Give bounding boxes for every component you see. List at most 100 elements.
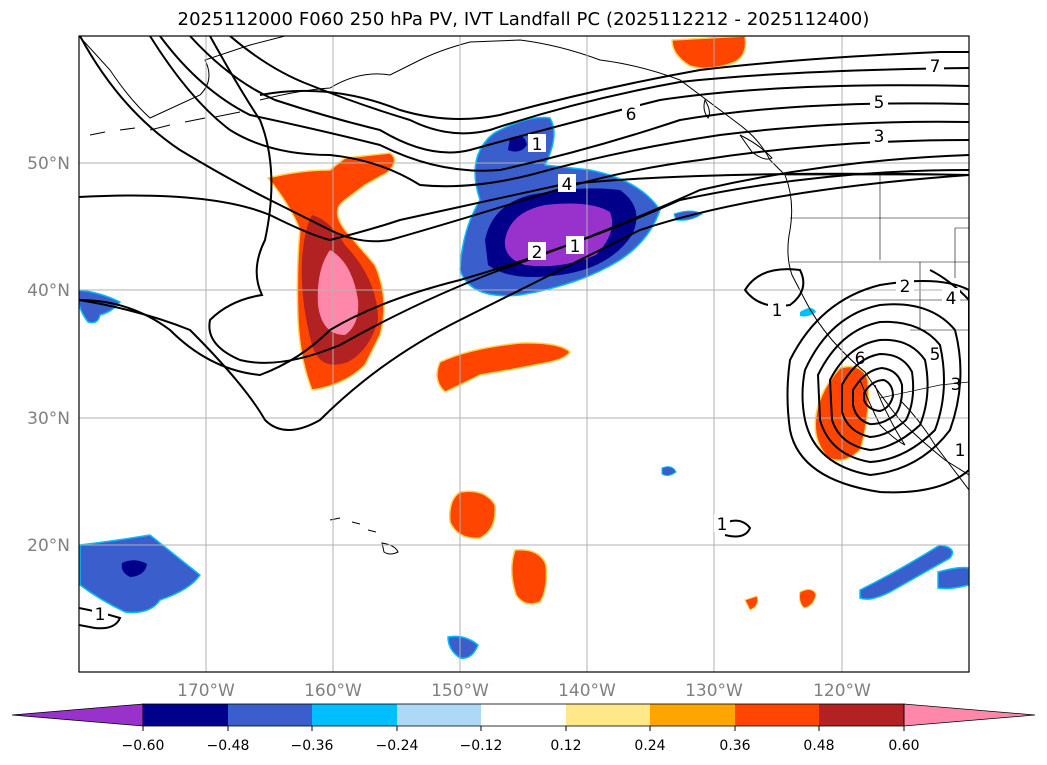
- alaska-peninsula: [259, 39, 786, 176]
- alaska-coast: [79, 36, 286, 119]
- colorbar-tick: 0.12: [550, 738, 581, 754]
- colorbar-tick: 0.24: [634, 738, 665, 754]
- colorbar-tick: 0.60: [888, 738, 919, 754]
- lon-label: 170°W: [177, 681, 235, 701]
- contour-line: [841, 352, 915, 439]
- lat-label: 30°N: [27, 409, 70, 429]
- colorbar-segment: [397, 704, 481, 726]
- lat-label: 40°N: [27, 281, 70, 301]
- lat-label: 50°N: [27, 154, 70, 174]
- contour-line: [929, 269, 969, 301]
- pv-shading: [79, 36, 969, 659]
- contour-line: [208, 36, 969, 364]
- positive-pv-region: [436, 342, 571, 393]
- us-state-lines: [790, 175, 969, 331]
- contour-line: [828, 338, 929, 452]
- contour-label: 4: [562, 175, 573, 195]
- ivt-contours: [79, 36, 969, 630]
- positive-pv-max: [317, 250, 359, 335]
- negative-pv-region: [508, 136, 527, 152]
- negative-pv-region: [79, 289, 122, 324]
- positive-pv-region: [799, 588, 817, 609]
- contour-label: 1: [570, 237, 581, 257]
- map-title: 2025112000 F060 250 hPa PV, IVT Landfall…: [177, 9, 870, 30]
- colorbar-tick: −0.48: [207, 738, 250, 754]
- colorbar-tick: 0.36: [719, 738, 750, 754]
- negative-pv-core: [121, 560, 147, 577]
- negative-pv-region: [661, 466, 677, 477]
- contour-line: [786, 280, 969, 494]
- contour-line: [259, 51, 969, 120]
- latitude-labels: 50°N 40°N 30°N 20°N: [27, 154, 70, 556]
- contour-line: [801, 303, 962, 477]
- contour-line: [149, 36, 969, 188]
- colorbar-segment: [312, 704, 397, 726]
- lat-label: 20°N: [27, 536, 70, 556]
- contour-line: [79, 174, 969, 431]
- lon-label: 160°W: [304, 681, 362, 701]
- contour-label: 7: [930, 57, 941, 77]
- negative-pv-region: [447, 635, 479, 659]
- contour-label: 2: [532, 243, 543, 263]
- lon-label: 140°W: [558, 681, 616, 701]
- coastlines: [79, 36, 969, 555]
- colorbar-segment: [735, 704, 819, 726]
- negative-pv-region: [859, 544, 954, 600]
- contour-line: [852, 366, 904, 426]
- contour-label: 1: [772, 301, 783, 321]
- vancouver-island: [739, 134, 773, 160]
- lon-label: 130°W: [685, 681, 743, 701]
- contour-line: [79, 36, 969, 243]
- positive-pv-region: [511, 549, 548, 605]
- contour-line: [229, 36, 969, 135]
- colorbar-segment: [566, 704, 650, 726]
- contour-label: 4: [946, 289, 957, 309]
- colorbar-segment: [143, 704, 228, 726]
- contour-line: [743, 268, 805, 307]
- colorbar-segment: [819, 704, 904, 726]
- contour-line: [863, 378, 895, 413]
- contour-label: 1: [955, 441, 966, 461]
- map-area: 7 5 3 6 1 4 2 1 1 2 4 6 5 3 1 1: [79, 36, 969, 672]
- contour-label: 1: [95, 605, 106, 625]
- north-american-coast: [784, 174, 969, 476]
- contour-label: 6: [855, 349, 866, 369]
- contour-label: 3: [874, 127, 885, 147]
- longitude-labels: 170°W 160°W 150°W 140°W 130°W 120°W: [177, 681, 871, 701]
- contour-line: [79, 169, 969, 377]
- colorbar-extend-low: [11, 703, 144, 727]
- colorbar: −0.60 −0.48 −0.36 −0.24 −0.12 0.12 0.24 …: [11, 703, 1036, 754]
- lon-label: 120°W: [813, 681, 871, 701]
- contour-line: [189, 36, 969, 154]
- hawaiian-islands: [329, 517, 399, 555]
- colorbar-tick: −0.36: [291, 738, 334, 754]
- positive-pv-region: [448, 490, 496, 539]
- contour-line: [159, 36, 969, 172]
- contour-label: 5: [874, 93, 885, 113]
- contour-labels: 7 5 3 6 1 4 2 1 1 2 4 6 5 3 1 1: [92, 56, 965, 625]
- colorbar-tick: −0.12: [460, 738, 503, 754]
- colorbar-segment: [481, 704, 566, 726]
- negative-pv-region: [937, 566, 969, 590]
- colorbar-segment: [650, 704, 735, 726]
- colorbar-tick: −0.24: [376, 738, 419, 754]
- mexico-mainland-coast: [899, 399, 969, 491]
- haida-gwaii: [703, 98, 710, 119]
- positive-pv-region: [744, 595, 759, 611]
- colorbar-tick: −0.60: [122, 738, 165, 754]
- contour-label: 1: [532, 135, 543, 155]
- contour-line: [816, 320, 945, 464]
- map-frame: [78, 35, 970, 673]
- colorbar-extend-high: [903, 703, 1036, 727]
- contour-label: 6: [626, 105, 637, 125]
- negative-pv-region: [800, 308, 816, 317]
- contour-label: 2: [900, 277, 911, 297]
- contour-label: 3: [951, 375, 962, 395]
- colorbar-tick: 0.48: [803, 738, 834, 754]
- contour-line: [719, 519, 752, 538]
- contour-line: [79, 172, 969, 242]
- aleutian-islands: [89, 111, 241, 136]
- contour-label: 1: [717, 515, 728, 535]
- contour-label: 5: [930, 345, 941, 365]
